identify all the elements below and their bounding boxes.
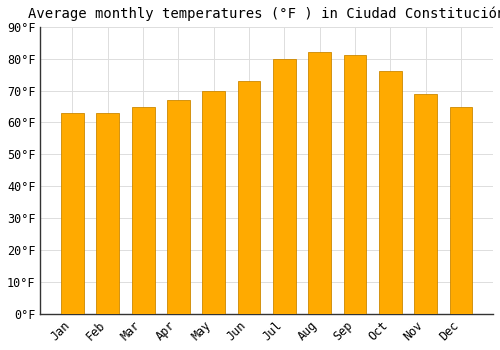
Title: Average monthly temperatures (°F ) in Ciudad Constitución: Average monthly temperatures (°F ) in Ci… (28, 7, 500, 21)
Bar (308, 52, 331, 314)
Bar (61, 113, 84, 314)
Bar (238, 81, 260, 314)
Bar (450, 106, 472, 314)
Bar (96, 113, 119, 314)
Bar (379, 71, 402, 314)
Bar (202, 91, 225, 314)
Bar (273, 59, 296, 314)
Bar (167, 100, 190, 314)
Bar (414, 94, 437, 314)
Bar (132, 106, 154, 314)
Bar (344, 56, 366, 314)
